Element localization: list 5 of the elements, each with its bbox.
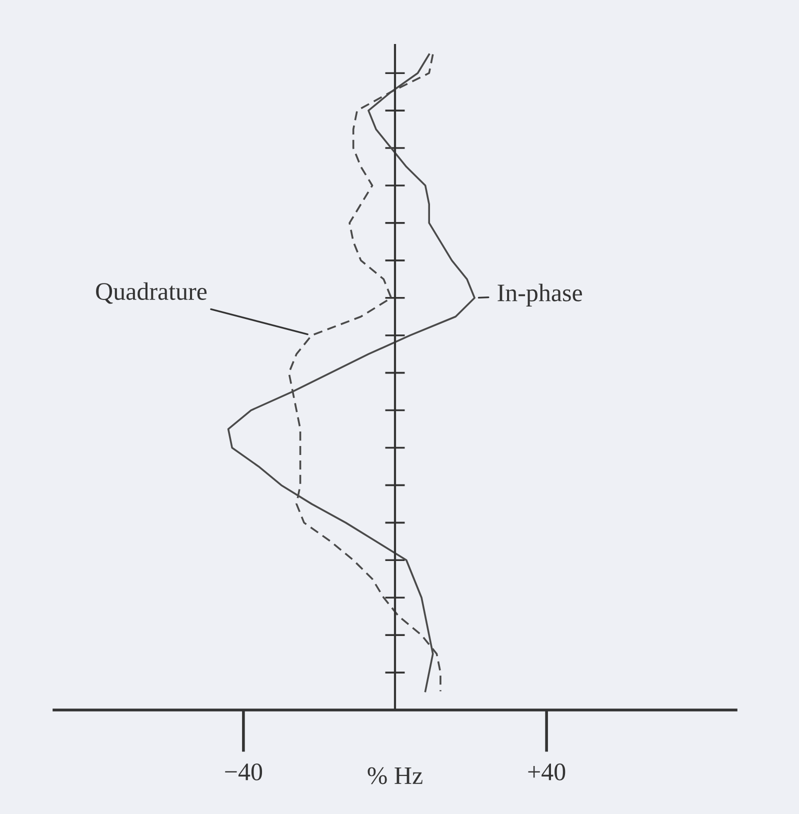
text: Quadrature [96,282,207,304]
x-axis-title: % Hz [368,767,422,784]
x-tick-label: −40 [225,764,262,780]
series-label: In-phase [498,284,582,306]
x-tick-label: +40 [528,764,566,780]
